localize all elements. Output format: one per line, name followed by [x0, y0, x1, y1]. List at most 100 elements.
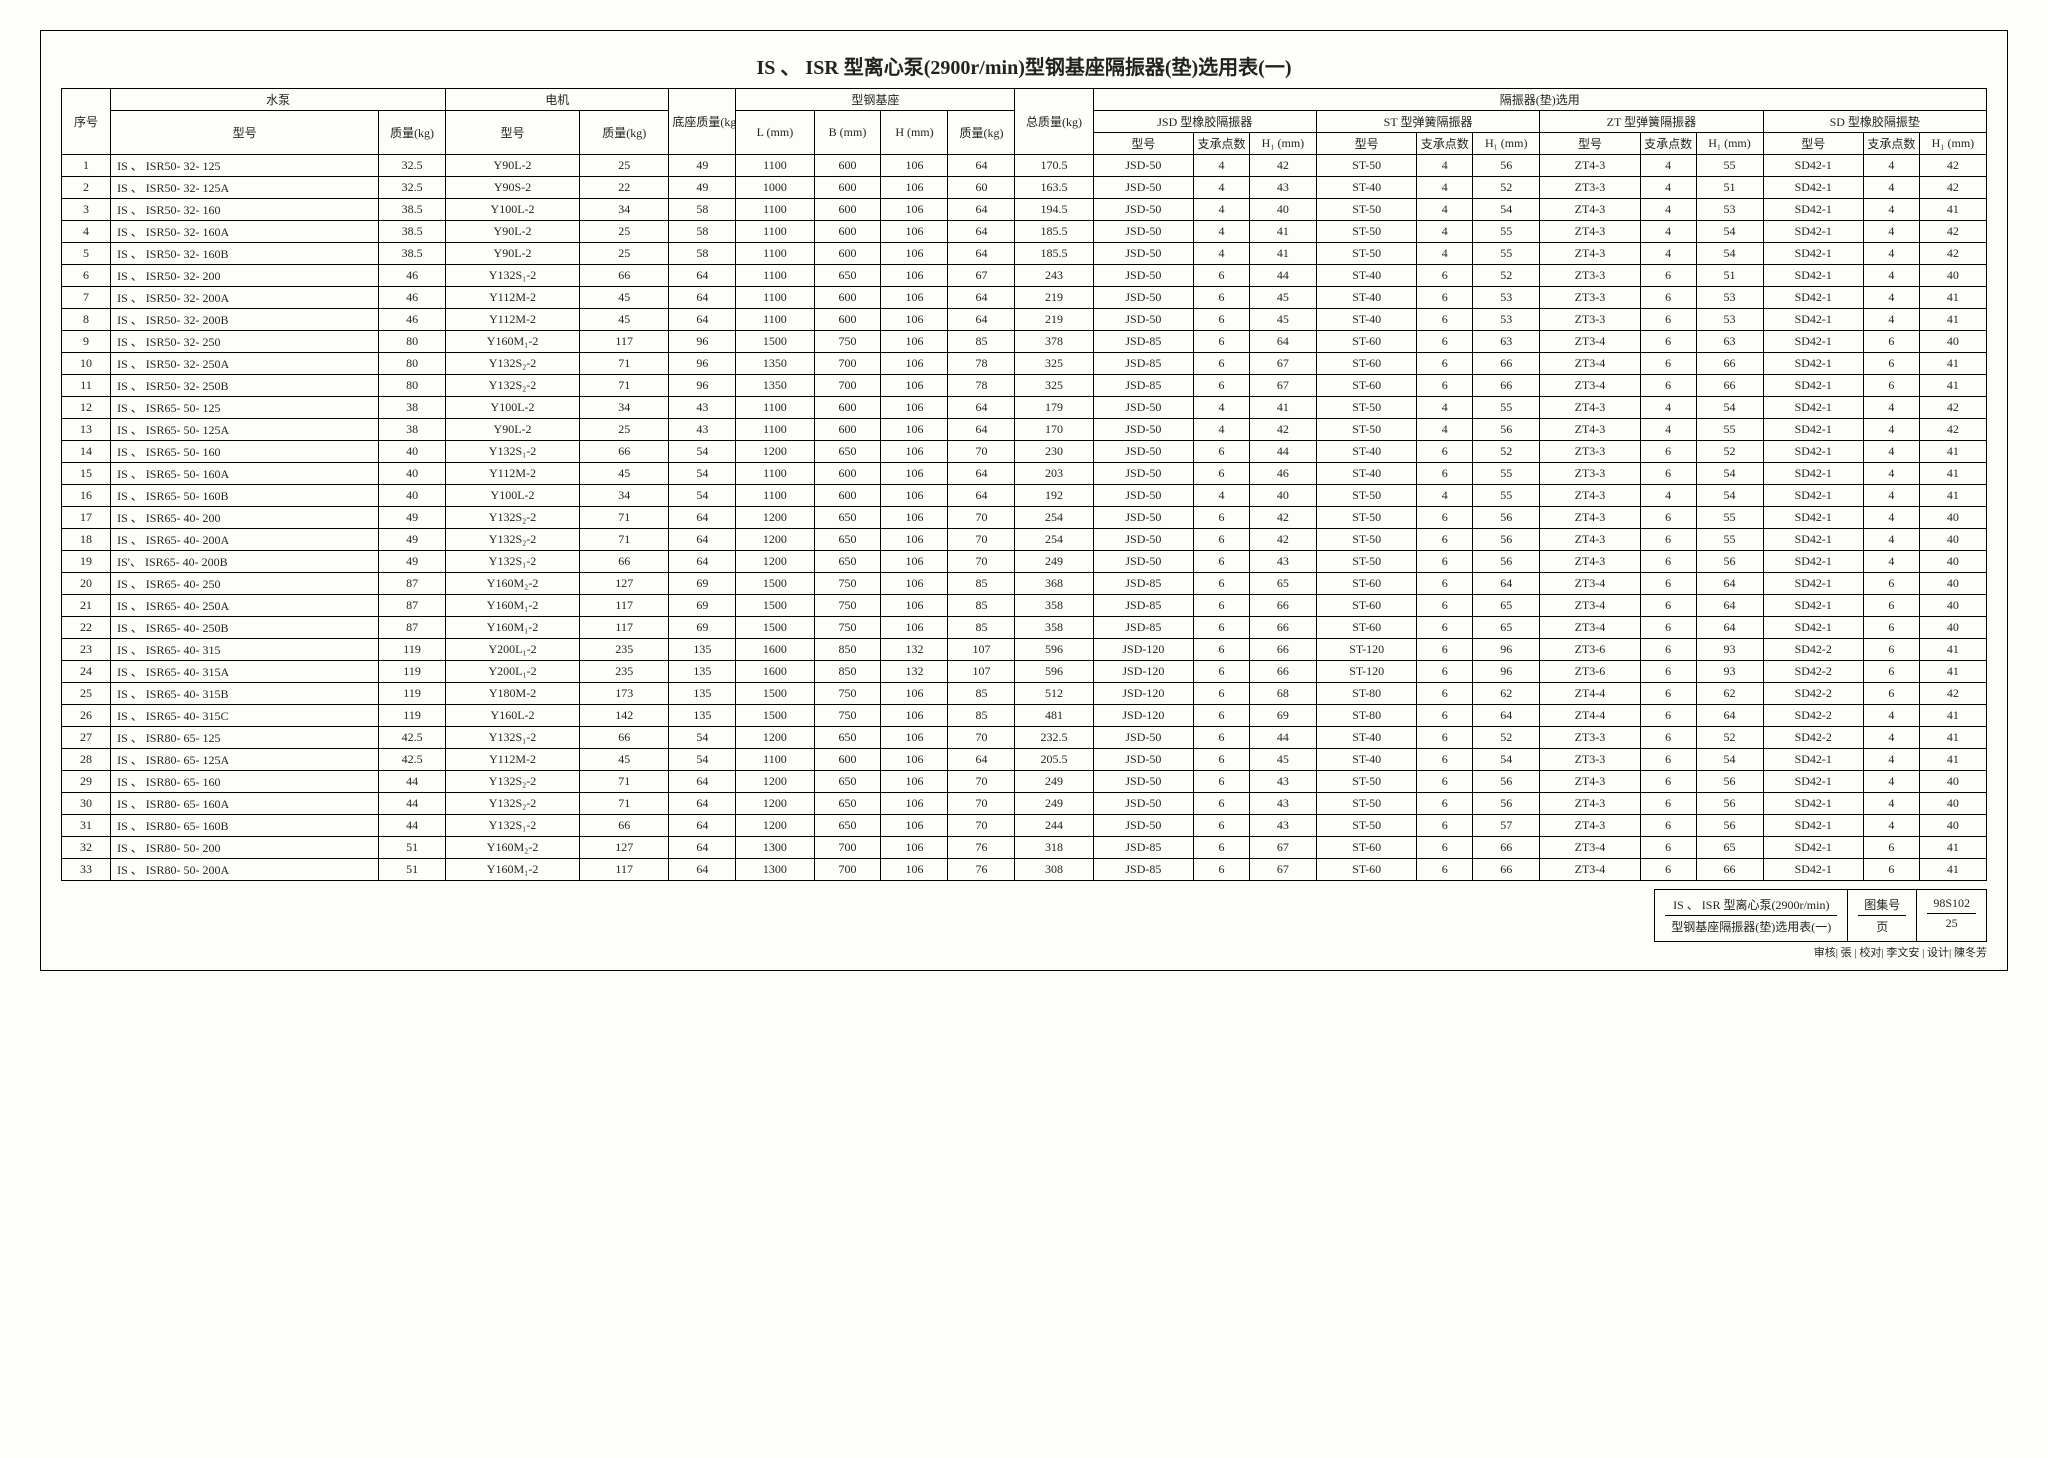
- table-cell: 43: [669, 397, 736, 419]
- table-cell: 70: [948, 507, 1015, 529]
- table-cell: 135: [669, 705, 736, 727]
- table-cell: 64: [1696, 573, 1763, 595]
- table-cell: 6: [1640, 463, 1696, 485]
- table-cell: 600: [814, 243, 881, 265]
- table-cell: 1500: [736, 595, 814, 617]
- table-cell: 325: [1015, 375, 1093, 397]
- table-cell: 106: [881, 507, 948, 529]
- table-cell: SD42-2: [1763, 661, 1863, 683]
- table-cell: 51: [1696, 265, 1763, 287]
- table-cell: 64: [669, 529, 736, 551]
- table-cell: 41: [1249, 221, 1316, 243]
- table-cell: 6: [1640, 705, 1696, 727]
- table-cell: 40: [1919, 331, 1986, 353]
- table-cell: 78: [948, 375, 1015, 397]
- table-cell: 14: [62, 441, 111, 463]
- table-cell: 4: [1863, 463, 1919, 485]
- table-cell: 66: [580, 815, 669, 837]
- table-cell: JSD-50: [1093, 309, 1193, 331]
- table-cell: 70: [948, 529, 1015, 551]
- table-cell: 45: [580, 749, 669, 771]
- table-cell: 4: [1417, 221, 1473, 243]
- table-cell: 66: [580, 551, 669, 573]
- table-cell: 1100: [736, 243, 814, 265]
- table-cell: Y100L-2: [446, 199, 580, 221]
- table-cell: JSD-85: [1093, 837, 1193, 859]
- table-cell: 6: [1417, 507, 1473, 529]
- table-cell: 650: [814, 815, 881, 837]
- table-cell: ZT3-3: [1540, 749, 1640, 771]
- col-st-points: 支承点数: [1417, 133, 1473, 155]
- table-cell: SD42-1: [1763, 331, 1863, 353]
- table-cell: 4: [1863, 221, 1919, 243]
- table-cell: SD42-1: [1763, 309, 1863, 331]
- table-cell: 64: [948, 397, 1015, 419]
- table-cell: 38.5: [379, 221, 446, 243]
- table-cell: ZT3-4: [1540, 353, 1640, 375]
- table-cell: 600: [814, 485, 881, 507]
- table-cell: 64: [1696, 617, 1763, 639]
- table-cell: Y132S₂-2: [446, 529, 580, 551]
- table-cell: 54: [1696, 463, 1763, 485]
- table-cell: 54: [669, 485, 736, 507]
- table-cell: 4: [1194, 177, 1250, 199]
- table-cell: JSD-50: [1093, 441, 1193, 463]
- table-cell: ST-120: [1316, 661, 1416, 683]
- table-cell: 43: [1249, 815, 1316, 837]
- table-cell: 53: [1473, 309, 1540, 331]
- table-cell: IS 、 ISR80- 65- 160: [111, 771, 379, 793]
- table-cell: 1350: [736, 353, 814, 375]
- table-cell: 12: [62, 397, 111, 419]
- table-cell: ST-50: [1316, 485, 1416, 507]
- table-cell: 64: [669, 309, 736, 331]
- group-motor: 电机: [446, 89, 669, 111]
- table-cell: 205.5: [1015, 749, 1093, 771]
- table-cell: Y100L-2: [446, 397, 580, 419]
- table-cell: 117: [580, 331, 669, 353]
- table-cell: 1100: [736, 287, 814, 309]
- table-cell: SD42-2: [1763, 639, 1863, 661]
- table-cell: IS 、 ISR80- 50- 200A: [111, 859, 379, 881]
- table-cell: 308: [1015, 859, 1093, 881]
- table-cell: Y132S₂-2: [446, 375, 580, 397]
- col-st-h1: H₁ (mm): [1473, 133, 1540, 155]
- table-cell: 185.5: [1015, 221, 1093, 243]
- table-cell: 596: [1015, 661, 1093, 683]
- table-cell: 62: [1473, 683, 1540, 705]
- table-cell: JSD-120: [1093, 639, 1193, 661]
- table-cell: 54: [1473, 749, 1540, 771]
- table-cell: 41: [1919, 309, 1986, 331]
- table-cell: 40: [1919, 793, 1986, 815]
- table-cell: 27: [62, 727, 111, 749]
- table-cell: Y90L-2: [446, 419, 580, 441]
- table-cell: 6: [1863, 617, 1919, 639]
- table-cell: 203: [1015, 463, 1093, 485]
- table-cell: ST-60: [1316, 375, 1416, 397]
- table-cell: ST-80: [1316, 705, 1416, 727]
- table-cell: 93: [1696, 639, 1763, 661]
- table-cell: 600: [814, 199, 881, 221]
- table-cell: 117: [580, 617, 669, 639]
- table-cell: 6: [1640, 617, 1696, 639]
- table-cell: 34: [580, 199, 669, 221]
- table-cell: ST-60: [1316, 573, 1416, 595]
- table-cell: JSD-50: [1093, 397, 1193, 419]
- table-cell: 4: [1863, 749, 1919, 771]
- table-cell: IS 、 ISR50- 32- 250B: [111, 375, 379, 397]
- table-row: 20IS 、 ISR65- 40- 25087Y160M₂-2127691500…: [62, 573, 1987, 595]
- table-cell: Y112M-2: [446, 309, 580, 331]
- table-cell: 106: [881, 419, 948, 441]
- table-cell: 6: [1640, 331, 1696, 353]
- table-cell: 6: [1417, 837, 1473, 859]
- table-cell: SD42-1: [1763, 441, 1863, 463]
- table-cell: 66: [580, 727, 669, 749]
- table-cell: JSD-50: [1093, 793, 1193, 815]
- table-cell: 5: [62, 243, 111, 265]
- table-cell: 107: [948, 661, 1015, 683]
- table-cell: 17: [62, 507, 111, 529]
- table-cell: 6: [1194, 595, 1250, 617]
- table-cell: 106: [881, 815, 948, 837]
- table-cell: 41: [1919, 353, 1986, 375]
- table-cell: 85: [948, 595, 1015, 617]
- col-sd-points: 支承点数: [1863, 133, 1919, 155]
